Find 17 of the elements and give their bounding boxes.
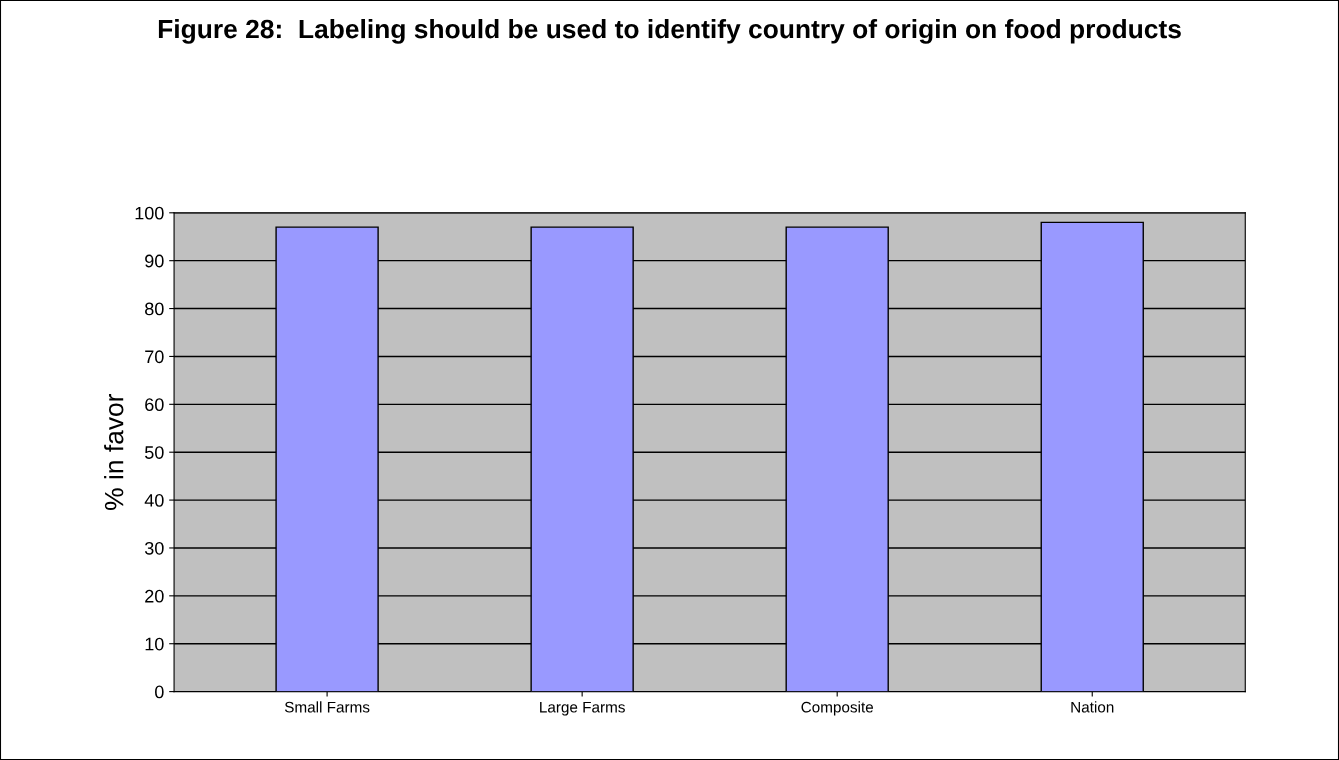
y-tick-label: 40 <box>144 494 164 507</box>
y-tick-label: 10 <box>145 637 164 651</box>
x-tick-label: Composite <box>801 701 874 716</box>
y-tick-label: 70 <box>145 350 164 364</box>
x-tick-label: Nation <box>1071 701 1114 713</box>
y-tick-label: 60 <box>145 398 164 412</box>
y-tick-label: 20 <box>145 589 164 603</box>
x-tick-label: Small Farms <box>284 701 370 713</box>
y-tick-label: 80 <box>145 302 164 316</box>
x-tick-label: Large Farms <box>540 701 625 716</box>
y-tick-label: 30 <box>144 541 164 555</box>
y-axis-title: % in favor <box>104 393 124 510</box>
y-tick-label: 90 <box>145 254 164 268</box>
chart-title: Figure 28: Labeling should be used to identify country of origin on food products <box>158 19 1181 44</box>
y-tick-label: 50 <box>144 446 164 459</box>
y-tick-label: 100 <box>135 206 164 220</box>
y-tick-label: 0 <box>155 685 164 699</box>
